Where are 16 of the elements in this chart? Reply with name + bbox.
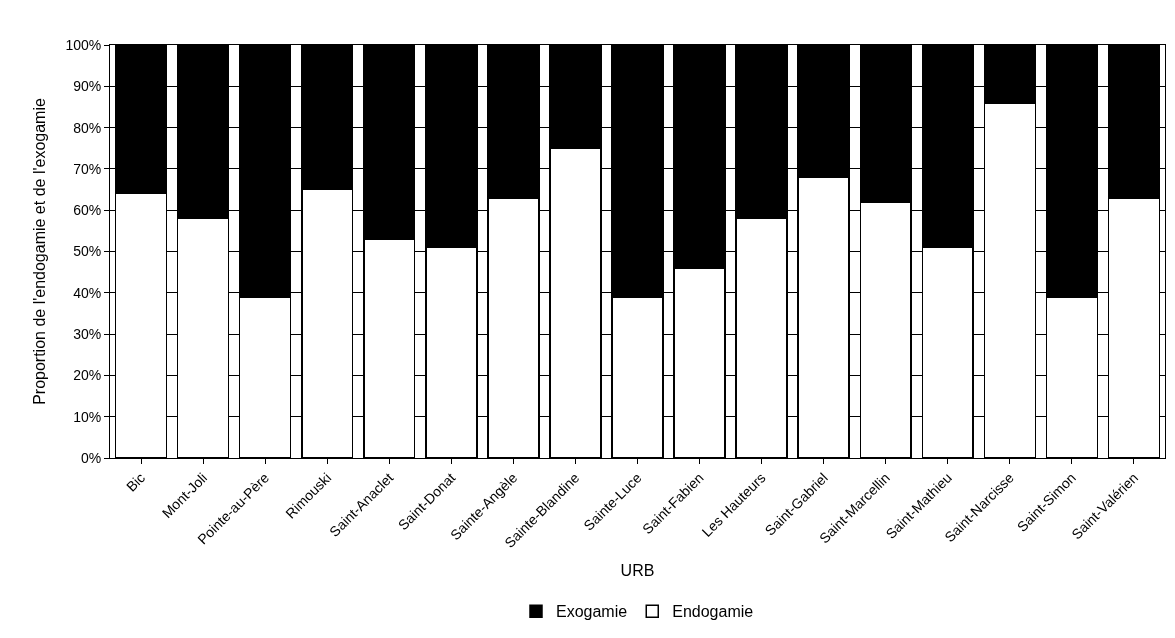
legend-label: Endogamie xyxy=(672,603,754,621)
x-axis-title: URB xyxy=(620,562,655,580)
y-tick-label: 50% xyxy=(73,243,102,260)
y-tick-label: 100% xyxy=(65,36,102,53)
y-tick-label: 30% xyxy=(73,326,102,342)
y-tick-label: 80% xyxy=(73,119,102,136)
y-tick-label: 10% xyxy=(73,408,102,425)
x-tick-label: Bic xyxy=(123,469,149,495)
y-tick-label: 70% xyxy=(73,160,102,177)
y-axis-title: Proportion de l'endogamie et de l'exogamie xyxy=(31,98,49,405)
y-tick-label: 0% xyxy=(80,449,102,466)
y-tick-label: 90% xyxy=(73,78,102,95)
y-tick-label: 40% xyxy=(73,284,102,301)
y-tick-label: 20% xyxy=(73,367,102,384)
y-tick-label: 60% xyxy=(73,202,102,219)
legend-label: Exogamie xyxy=(556,603,628,621)
